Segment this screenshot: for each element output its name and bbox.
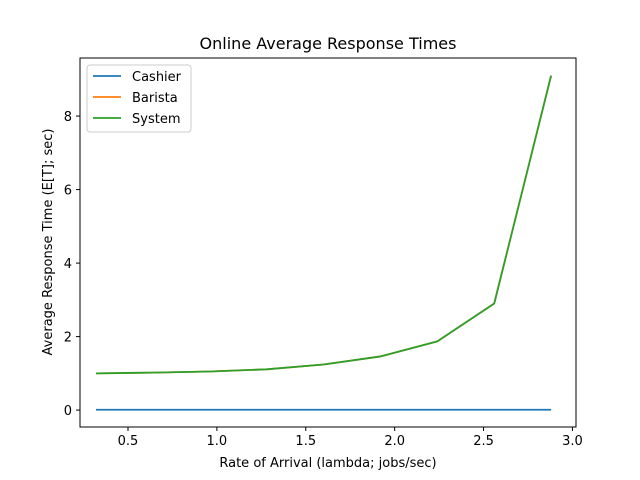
x-tick-label: 3.0 — [562, 434, 583, 449]
x-tick-label: 2.0 — [384, 434, 405, 449]
x-axis-label: Rate of Arrival (lambda; jobs/sec) — [219, 456, 436, 471]
y-tick-label: 8 — [64, 110, 72, 125]
x-tick-label: 2.5 — [473, 434, 494, 449]
x-tick-label: 1.5 — [295, 434, 316, 449]
chart-title: Online Average Response Times — [200, 34, 457, 53]
y-tick-label: 2 — [64, 331, 72, 346]
axis-ticks: 0.5 1.0 1.5 2.0 2.5 3.0 0 2 4 6 8 — [64, 110, 583, 449]
y-axis-label: Average Response Time (E[T]; sec) — [41, 129, 56, 356]
legend-box — [86, 64, 192, 133]
plot-area — [95, 75, 552, 411]
x-tick-label: 1.0 — [207, 434, 228, 449]
legend: Cashier Barista System — [86, 64, 192, 133]
axes-frame — [79, 57, 577, 428]
legend-label-system: System — [132, 112, 180, 127]
y-tick-label: 4 — [64, 257, 72, 272]
series-line-system — [95, 75, 552, 375]
y-tick-label: 0 — [64, 404, 72, 419]
x-tick-label: 0.5 — [118, 434, 139, 449]
legend-label-cashier: Cashier — [132, 70, 182, 85]
y-tick-label: 6 — [64, 184, 72, 199]
legend-label-barista: Barista — [132, 91, 178, 106]
